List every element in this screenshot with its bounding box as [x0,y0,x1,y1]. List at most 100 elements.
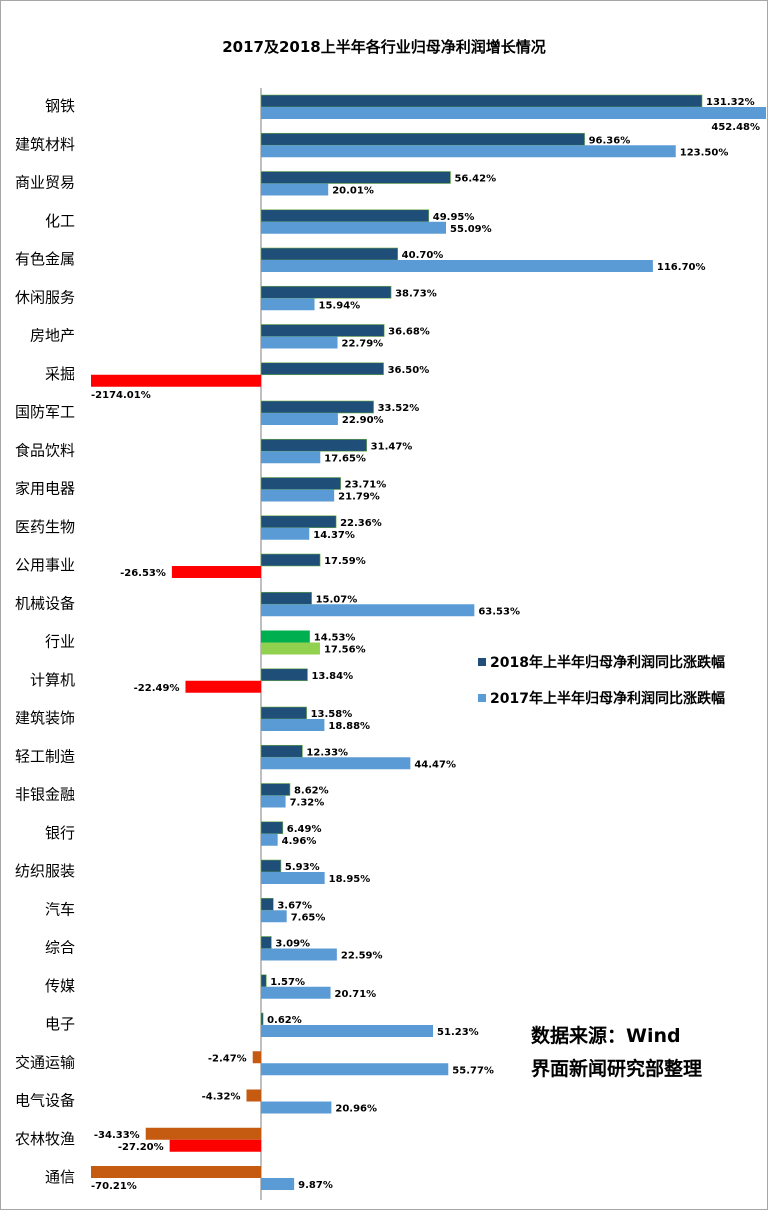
data-label: -27.20% [118,1142,164,1153]
bar-2017 [261,872,325,884]
bar-2017 [261,183,329,196]
bar-2017 [261,451,321,464]
data-label: 44.47% [414,759,456,770]
data-label: 20.71% [335,989,377,1000]
data-label: 9.87% [298,1180,333,1191]
bar-2018 [260,936,272,949]
category-label: 食品饮料 [15,441,75,459]
legend-item-2018: 2018年上半年归母净利润同比涨跌幅 [478,652,725,672]
data-label: 18.95% [329,874,371,885]
bar-2018 [260,821,284,835]
data-label: 4.96% [282,836,317,847]
bar-2018 [260,209,430,223]
data-label: -70.21% [91,1181,137,1192]
data-label: 55.09% [450,224,492,235]
bar-2018 [260,591,312,605]
bar-2017 [261,489,335,502]
data-label: 14.37% [313,530,355,541]
bar-2018 [260,668,308,682]
bar-2017 [261,757,411,770]
data-label: 3.09% [275,939,310,950]
bar-2018 [260,285,392,299]
data-label: 123.50% [680,147,729,158]
data-label: 96.36% [589,135,631,146]
data-label: 7.65% [291,912,326,923]
data-label: -34.33% [94,1130,140,1141]
data-label: 17.59% [324,556,366,567]
data-label: 36.68% [388,327,430,338]
data-label: 55.77% [452,1065,494,1076]
bar-2018 [260,974,267,988]
data-label: 22.90% [342,415,384,426]
bar-2017 [261,910,287,923]
category-label: 银行 [45,824,75,842]
data-label: 22.36% [340,518,382,529]
category-label: 公用事业 [15,556,75,574]
bar-2017 [261,642,320,655]
data-label: 23.71% [345,480,387,491]
data-label: 33.52% [378,403,420,414]
bar-2017 [261,527,310,540]
bar-2017 [261,1063,449,1076]
bar-2017 [91,374,261,387]
bar-2018 [260,171,451,184]
category-label: 建筑材料 [15,135,75,153]
data-label: 1.57% [270,977,305,988]
bar-2018 [260,324,385,337]
bar-2017 [261,413,338,425]
data-label: 36.50% [388,365,430,376]
bar-2018 [91,1166,261,1178]
data-label: 3.67% [277,900,312,911]
data-label: 51.23% [437,1027,479,1038]
category-label: 行业 [45,633,75,651]
bar-2018 [260,744,303,758]
data-label: 6.49% [287,824,322,835]
category-label: 电子 [45,1015,75,1033]
data-label: 15.94% [319,300,361,311]
data-label: -2174.01% [91,390,151,401]
bar-2018 [145,1127,261,1140]
data-label: -4.32% [202,1092,241,1103]
data-label: 22.79% [342,339,384,350]
bar-2017 [261,145,676,158]
category-label: 计算机 [30,671,75,689]
data-label: 21.79% [338,492,380,503]
bar-2017 [261,1101,332,1114]
source-line-1: 数据来源：Wind [531,1025,681,1047]
bar-2017 [261,948,337,961]
bar-2018 [260,553,321,567]
data-label: 17.56% [324,645,366,656]
bar-2018 [260,247,398,261]
bar-2017 [261,719,325,731]
legend-item-2017: 2017年上半年归母净利润同比涨跌幅 [478,688,725,708]
category-label: 医药生物 [15,518,75,536]
data-label: 8.62% [294,786,329,797]
bar-2018 [260,1012,264,1026]
data-label: 18.88% [328,721,370,732]
category-label: 房地产 [30,327,75,345]
category-label: 建筑装饰 [15,709,75,727]
data-label: 56.42% [454,174,496,185]
category-label: 传媒 [45,977,75,995]
data-label: 5.93% [285,862,320,873]
bar-2017 [261,107,766,119]
bar-2017 [261,336,338,349]
bar-2017 [261,833,278,846]
data-label: 116.70% [657,262,706,273]
bar-2017 [171,566,261,578]
bar-2018 [261,630,310,643]
category-label: 通信 [45,1168,75,1186]
source-note: 数据来源：Wind 界面新闻研究部整理 [531,1020,702,1086]
bar-2017 [185,680,261,693]
data-label: -26.53% [120,568,166,579]
bar-2017 [261,986,331,999]
category-label: 综合 [45,939,75,957]
bar-2017 [261,260,653,272]
data-label: 22.59% [341,951,383,962]
legend-swatch-2018 [478,658,486,666]
data-label: 20.01% [332,186,374,197]
data-label: 0.62% [267,1015,302,1026]
data-label: 49.95% [433,212,475,223]
legend-label-2017: 2017年上半年归母净利润同比涨跌幅 [490,691,725,707]
data-label: 14.53% [314,633,356,644]
